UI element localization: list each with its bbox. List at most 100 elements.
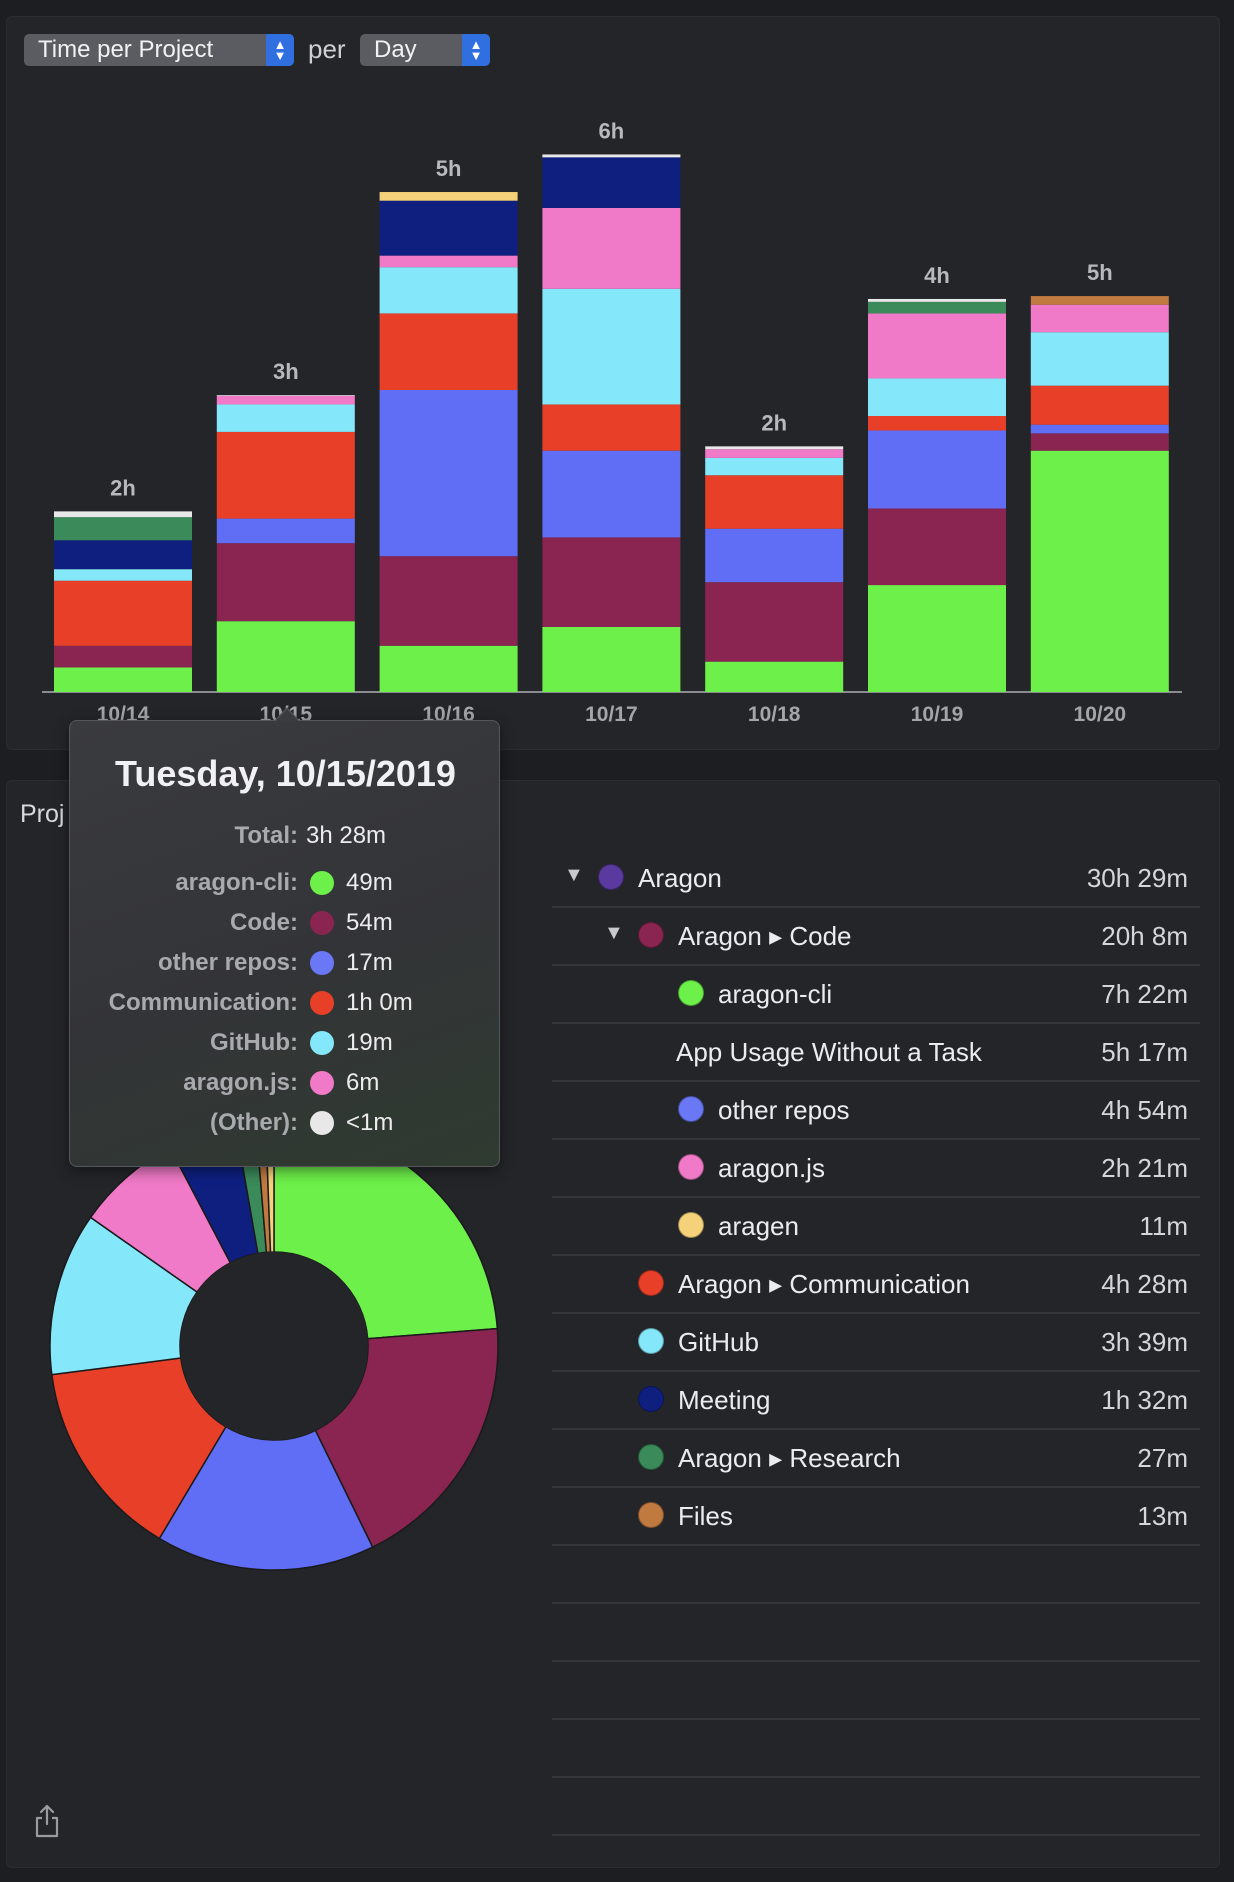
project-row[interactable]: ▼ Aragon ▸ Code 20h 8m <box>552 906 1200 966</box>
project-color-dot <box>638 1386 664 1412</box>
empty-row <box>552 1602 1200 1662</box>
project-name: aragen <box>718 1211 799 1241</box>
bar-segment[interactable] <box>868 378 1006 417</box>
project-row[interactable]: aragen 11m <box>552 1196 1200 1256</box>
bar-total-label: 4h <box>924 263 950 288</box>
bar-segment[interactable] <box>216 431 355 519</box>
bar-segment[interactable] <box>379 200 518 256</box>
interval-select[interactable]: Day ▲ ▼ <box>360 34 490 66</box>
projects-title: Proj <box>20 800 65 828</box>
bar-segment[interactable] <box>54 580 192 646</box>
project-row[interactable]: aragon-cli 7h 22m <box>552 964 1200 1024</box>
tooltip-row-value: 54m <box>346 909 393 936</box>
project-duration: 20h 8m <box>1101 921 1188 951</box>
bar-segment[interactable] <box>542 404 681 451</box>
bar-segment[interactable] <box>868 298 1006 302</box>
project-color-dot <box>638 922 664 948</box>
tooltip-color-dot <box>310 911 334 935</box>
project-name: aragon-cli <box>718 979 833 1009</box>
project-color-dot <box>678 980 704 1006</box>
bar-segment[interactable] <box>216 621 355 692</box>
bar-segment[interactable] <box>216 395 355 396</box>
project-name: GitHub <box>678 1327 759 1357</box>
project-row[interactable]: aragon.js 2h 21m <box>552 1138 1200 1198</box>
project-row[interactable]: Aragon ▸ Research 27m <box>552 1428 1200 1488</box>
bar-segment[interactable] <box>705 446 844 450</box>
share-icon[interactable] <box>34 1804 60 1838</box>
bar-segment[interactable] <box>1030 332 1169 386</box>
tooltip-row: Code: 54m <box>70 909 501 941</box>
bar-segment[interactable] <box>705 457 844 476</box>
bar-segment[interactable] <box>542 537 681 627</box>
project-row[interactable]: Aragon ▸ Communication 4h 28m <box>552 1254 1200 1314</box>
bar-segment[interactable] <box>542 154 681 158</box>
bar-segment[interactable] <box>705 475 844 529</box>
bar-segment[interactable] <box>542 450 681 538</box>
bar-segment[interactable] <box>542 207 681 289</box>
bar-total-label: 3h <box>273 359 299 384</box>
project-row[interactable]: ▼ Aragon 30h 29m <box>552 848 1200 908</box>
bar-segment[interactable] <box>705 582 844 662</box>
bar-segment[interactable] <box>868 508 1006 586</box>
project-name: aragon.js <box>718 1153 825 1183</box>
project-color-dot <box>678 1154 704 1180</box>
bar-segment[interactable] <box>1030 385 1169 425</box>
bar-segment[interactable] <box>1030 433 1169 451</box>
project-row[interactable]: GitHub 3h 39m <box>552 1312 1200 1372</box>
disclosure-triangle-icon[interactable]: ▼ <box>604 922 624 944</box>
tooltip-caret-fill <box>276 709 298 721</box>
bar-segment[interactable] <box>868 585 1006 692</box>
bar-segment[interactable] <box>542 288 681 405</box>
disclosure-triangle-icon[interactable]: ▼ <box>564 864 584 886</box>
bar-segment[interactable] <box>216 543 355 622</box>
bar-segment[interactable] <box>705 449 844 458</box>
bar-segment[interactable] <box>216 518 355 544</box>
bar-segment[interactable] <box>54 540 192 570</box>
tooltip-row: aragon-cli: 49m <box>70 869 501 901</box>
bar-segment[interactable] <box>705 661 844 692</box>
bar-segment[interactable] <box>216 404 355 432</box>
project-row[interactable]: App Usage Without a Task 5h 17m <box>552 1022 1200 1082</box>
report-type-select[interactable]: Time per Project ▲ ▼ <box>24 34 294 66</box>
project-row[interactable]: Meeting 1h 32m <box>552 1370 1200 1430</box>
project-name: Meeting <box>678 1385 771 1415</box>
project-color-dot <box>638 1270 664 1296</box>
donut-slice[interactable] <box>158 1425 374 1571</box>
bar-segment[interactable] <box>379 192 518 201</box>
bar-segment[interactable] <box>868 313 1006 379</box>
bar-segment[interactable] <box>868 301 1006 314</box>
tooltip-color-dot <box>310 1071 334 1095</box>
bar-segment[interactable] <box>54 569 192 581</box>
project-duration: 13m <box>1137 1501 1188 1531</box>
bar-segment[interactable] <box>1030 304 1169 333</box>
bar-segment[interactable] <box>379 313 518 390</box>
bar-segment[interactable] <box>705 528 844 583</box>
bar-segment[interactable] <box>868 430 1006 509</box>
bar-segment[interactable] <box>1030 296 1169 305</box>
bar-segment[interactable] <box>868 416 1006 431</box>
bar-segment[interactable] <box>542 626 681 692</box>
bar-segment[interactable] <box>54 517 192 541</box>
bar-segment[interactable] <box>379 267 518 314</box>
project-row[interactable]: Files 13m <box>552 1486 1200 1546</box>
project-duration: 2h 21m <box>1101 1153 1188 1183</box>
tooltip-total-label: Total: <box>234 822 298 849</box>
bar-segment[interactable] <box>216 395 355 405</box>
bar-segment[interactable] <box>54 645 192 668</box>
project-row[interactable]: other repos 4h 54m <box>552 1080 1200 1140</box>
bar-segment[interactable] <box>54 667 192 692</box>
bar-segment[interactable] <box>1030 424 1169 434</box>
projects-donut-chart <box>49 1150 499 1571</box>
bar-segment[interactable] <box>542 157 681 208</box>
select-arrows-icon: ▲ ▼ <box>266 34 294 66</box>
bar-segment[interactable] <box>379 255 518 268</box>
bar-segment[interactable] <box>379 556 518 646</box>
x-tick-label: 10/18 <box>748 703 801 726</box>
bar-segment[interactable] <box>379 645 518 692</box>
project-color-dot <box>678 1096 704 1122</box>
tooltip-row-label: GitHub: <box>210 1029 298 1056</box>
bar-segment[interactable] <box>379 389 518 557</box>
bar-total-label: 2h <box>110 475 136 500</box>
bar-segment[interactable] <box>1030 450 1169 692</box>
bar-segment[interactable] <box>54 511 192 518</box>
